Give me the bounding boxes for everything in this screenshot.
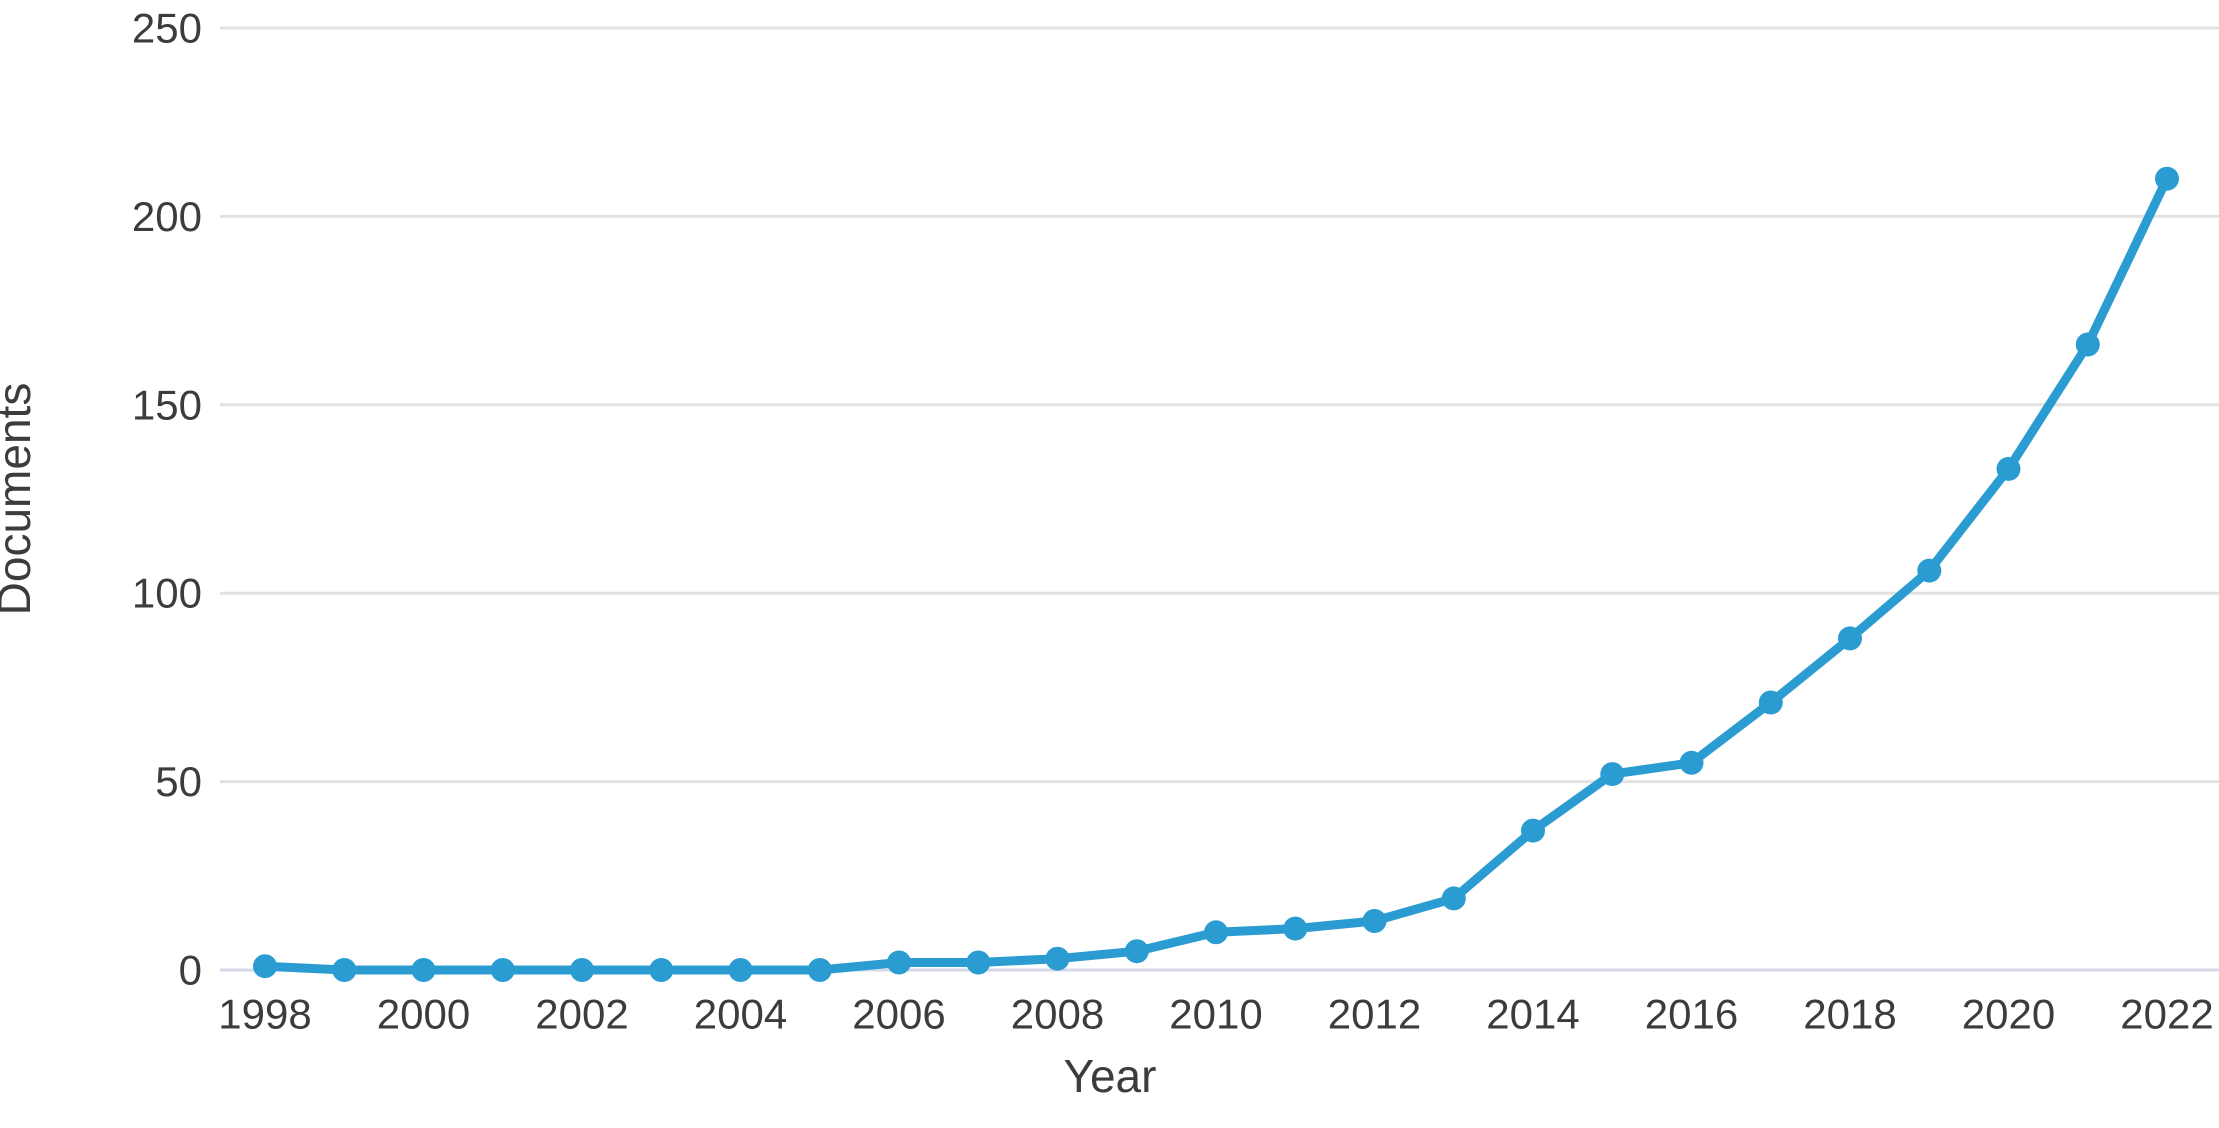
x-tick-label: 2022 bbox=[2120, 991, 2213, 1038]
data-point bbox=[1124, 939, 1149, 964]
data-point bbox=[966, 950, 991, 975]
data-point bbox=[807, 958, 832, 982]
data-point bbox=[1283, 916, 1308, 941]
x-tick-label: 2002 bbox=[535, 991, 628, 1038]
x-tick-label: 2006 bbox=[852, 991, 945, 1038]
y-tick-label: 250 bbox=[132, 5, 202, 52]
data-point bbox=[728, 958, 753, 982]
x-tick-label: 2000 bbox=[377, 991, 470, 1038]
x-tick-label: 2016 bbox=[1645, 991, 1738, 1038]
data-point bbox=[332, 958, 357, 982]
data-point bbox=[1758, 690, 1783, 715]
y-tick-label: 150 bbox=[132, 381, 202, 428]
data-point bbox=[411, 958, 436, 982]
y-tick-label: 50 bbox=[155, 758, 202, 805]
data-point bbox=[2075, 332, 2100, 357]
documents-series-line bbox=[260, 174, 2172, 975]
y-tick-label: 0 bbox=[179, 947, 202, 994]
y-axis-title: Documents bbox=[0, 383, 40, 616]
x-tick-label: 2004 bbox=[694, 991, 787, 1038]
x-axis-tick-labels: 1998 2000 2002 2004 2006 2008 2010 2012 2014 2016… bbox=[218, 991, 2213, 1038]
y-tick-label: 100 bbox=[132, 570, 202, 617]
data-point bbox=[253, 954, 277, 979]
gridlines-layer bbox=[220, 26, 2219, 972]
data-point-markers bbox=[253, 166, 2179, 982]
data-point bbox=[1838, 626, 1862, 651]
data-point bbox=[490, 958, 515, 982]
data-point bbox=[1917, 558, 1942, 583]
data-point bbox=[1996, 456, 2021, 481]
data-point bbox=[2155, 166, 2179, 191]
x-axis-title: Year bbox=[1064, 1050, 1157, 1102]
x-tick-label: 2018 bbox=[1803, 991, 1896, 1038]
x-tick-label: 2014 bbox=[1486, 991, 1579, 1038]
data-point bbox=[570, 958, 594, 982]
data-point bbox=[1204, 920, 1228, 945]
data-point bbox=[1600, 762, 1625, 787]
x-tick-label: 2010 bbox=[1169, 991, 1262, 1038]
y-axis-tick-labels: 0 50 100 150 200 250 bbox=[132, 5, 202, 994]
y-tick-label: 200 bbox=[132, 193, 202, 240]
x-tick-label: 2020 bbox=[1962, 991, 2055, 1038]
x-tick-label: 2008 bbox=[1011, 991, 1104, 1038]
data-point bbox=[649, 958, 674, 982]
x-tick-label: 2012 bbox=[1328, 991, 1421, 1038]
data-point bbox=[1521, 818, 1545, 843]
data-point bbox=[887, 950, 911, 975]
x-tick-label: 1998 bbox=[218, 991, 311, 1038]
data-point bbox=[1441, 886, 1466, 911]
data-point bbox=[1045, 946, 1070, 971]
data-point bbox=[1679, 750, 1704, 775]
data-point bbox=[1362, 909, 1387, 933]
